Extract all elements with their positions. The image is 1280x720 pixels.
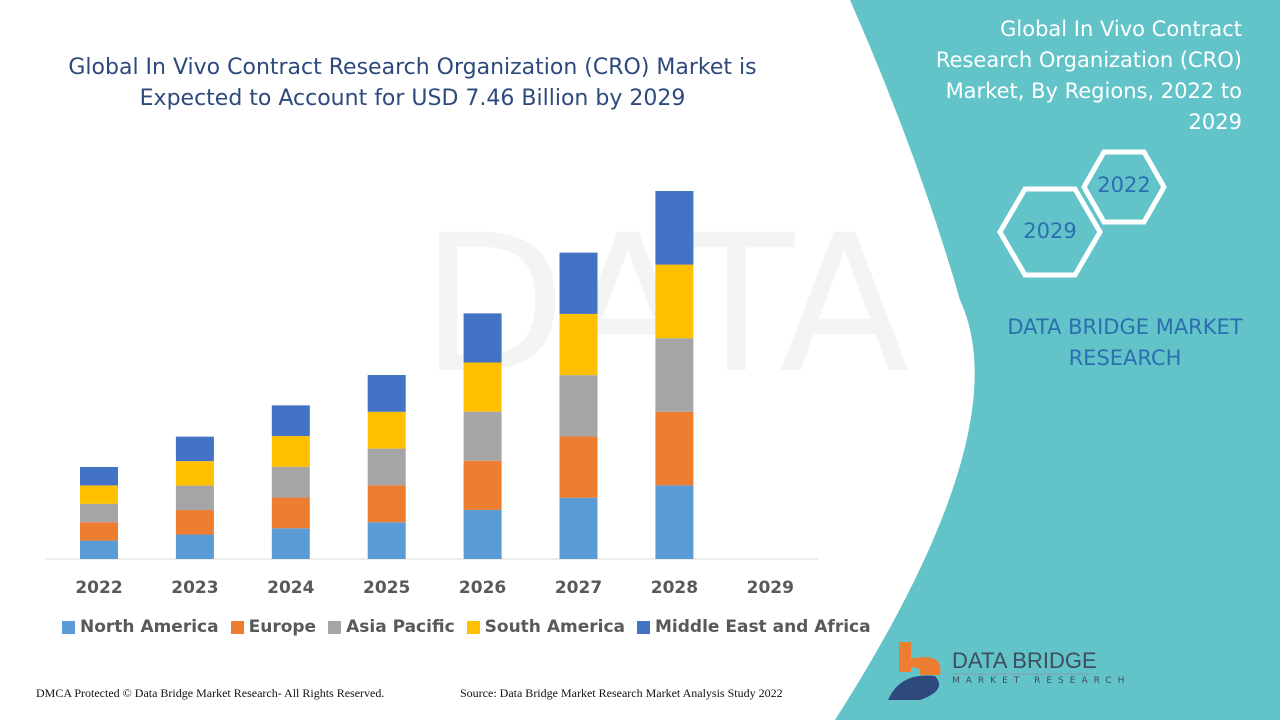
bar-segment [655,191,694,265]
bar-segment [367,485,406,523]
bar-segment [463,460,502,510]
bar-segment [80,540,118,559]
bar-segment [559,313,598,376]
legend-item: Middle East and Africa [637,617,871,637]
side-panel [835,0,1280,720]
x-tick-label: 2023 [171,578,218,598]
bar-segment [559,497,598,559]
hex-label-end: 2029 [1023,219,1077,243]
bar-segment [271,436,310,467]
logo-icon [888,642,1092,700]
bar-segment [80,467,118,486]
bar-segment [655,485,694,559]
bar-segment [655,264,694,339]
x-tick-label: 2029 [747,578,794,598]
brand-text: DATA BRIDGE MARKET RESEARCH [1007,315,1243,370]
legend-swatch [466,620,480,634]
bar-segment [655,338,694,412]
side-panel-title: Global In Vivo Contract Research Organiz… [935,17,1242,134]
bar-segment [463,313,502,363]
logo-subtitle: MARKET RESEARCH [952,676,1131,686]
bar-segment [80,522,118,541]
hexagon-2022 [1081,149,1167,225]
bar-segment [463,411,502,461]
bar-segment [80,485,118,504]
legend-label: Europe [248,617,317,637]
legend-item: South America [466,617,625,637]
legend-label: Asia Pacific [346,617,455,637]
x-tick-label: 2026 [459,578,506,598]
bar-segment [175,485,214,511]
legend-swatch [328,620,342,634]
bar-segment [271,528,310,559]
logo-name: DATA BRIDGE [952,648,1097,673]
bar-segment [367,411,406,449]
legend-item: North America [62,617,219,637]
bar-segment [271,497,310,529]
bar-segment [367,375,406,412]
bar-segment [271,466,310,498]
bar-segment [175,436,214,462]
x-tick-label: 2027 [555,578,602,598]
legend-swatch [230,620,244,634]
bar-segment [367,448,406,486]
hex-label-start: 2022 [1097,173,1151,197]
footer-source: Source: Data Bridge Market Research Mark… [460,686,783,700]
footer-copyright: DMCA Protected © Data Bridge Market Rese… [36,686,385,700]
bar-segment [367,522,406,559]
bar-segment [271,405,310,437]
x-tick-label: 2022 [75,578,122,598]
bar-segment [80,503,118,523]
legend: North America Europe Asia Pacific South Ame… [62,617,871,637]
legend-item: Europe [230,617,317,637]
bar-segment [559,375,598,437]
legend-label: North America [80,617,219,637]
legend-label: Middle East and Africa [655,617,871,637]
legend-swatch [637,620,650,634]
bar-segment [463,362,502,412]
x-tick-label: 2025 [363,578,410,598]
legend-item: Asia Pacific [328,617,455,637]
bar-segment [559,252,598,314]
hexagon-2029 [997,186,1103,278]
bar-segment [175,534,214,559]
chart-title: Global In Vivo Contract Research Organiz… [68,55,757,111]
bar-segment [559,436,598,498]
bar-segment [175,461,214,486]
legend-swatch [62,620,75,634]
bar-segment [463,509,502,559]
x-tick-label: 2024 [267,578,314,598]
bar-segment [175,510,214,535]
legend-label: South America [484,617,625,637]
stacked-bar-chart: 2022 2023 2024 2025 2026 2027 2028 2029 [45,191,818,598]
bar-segment [655,411,694,486]
x-tick-label: 2028 [651,578,698,598]
